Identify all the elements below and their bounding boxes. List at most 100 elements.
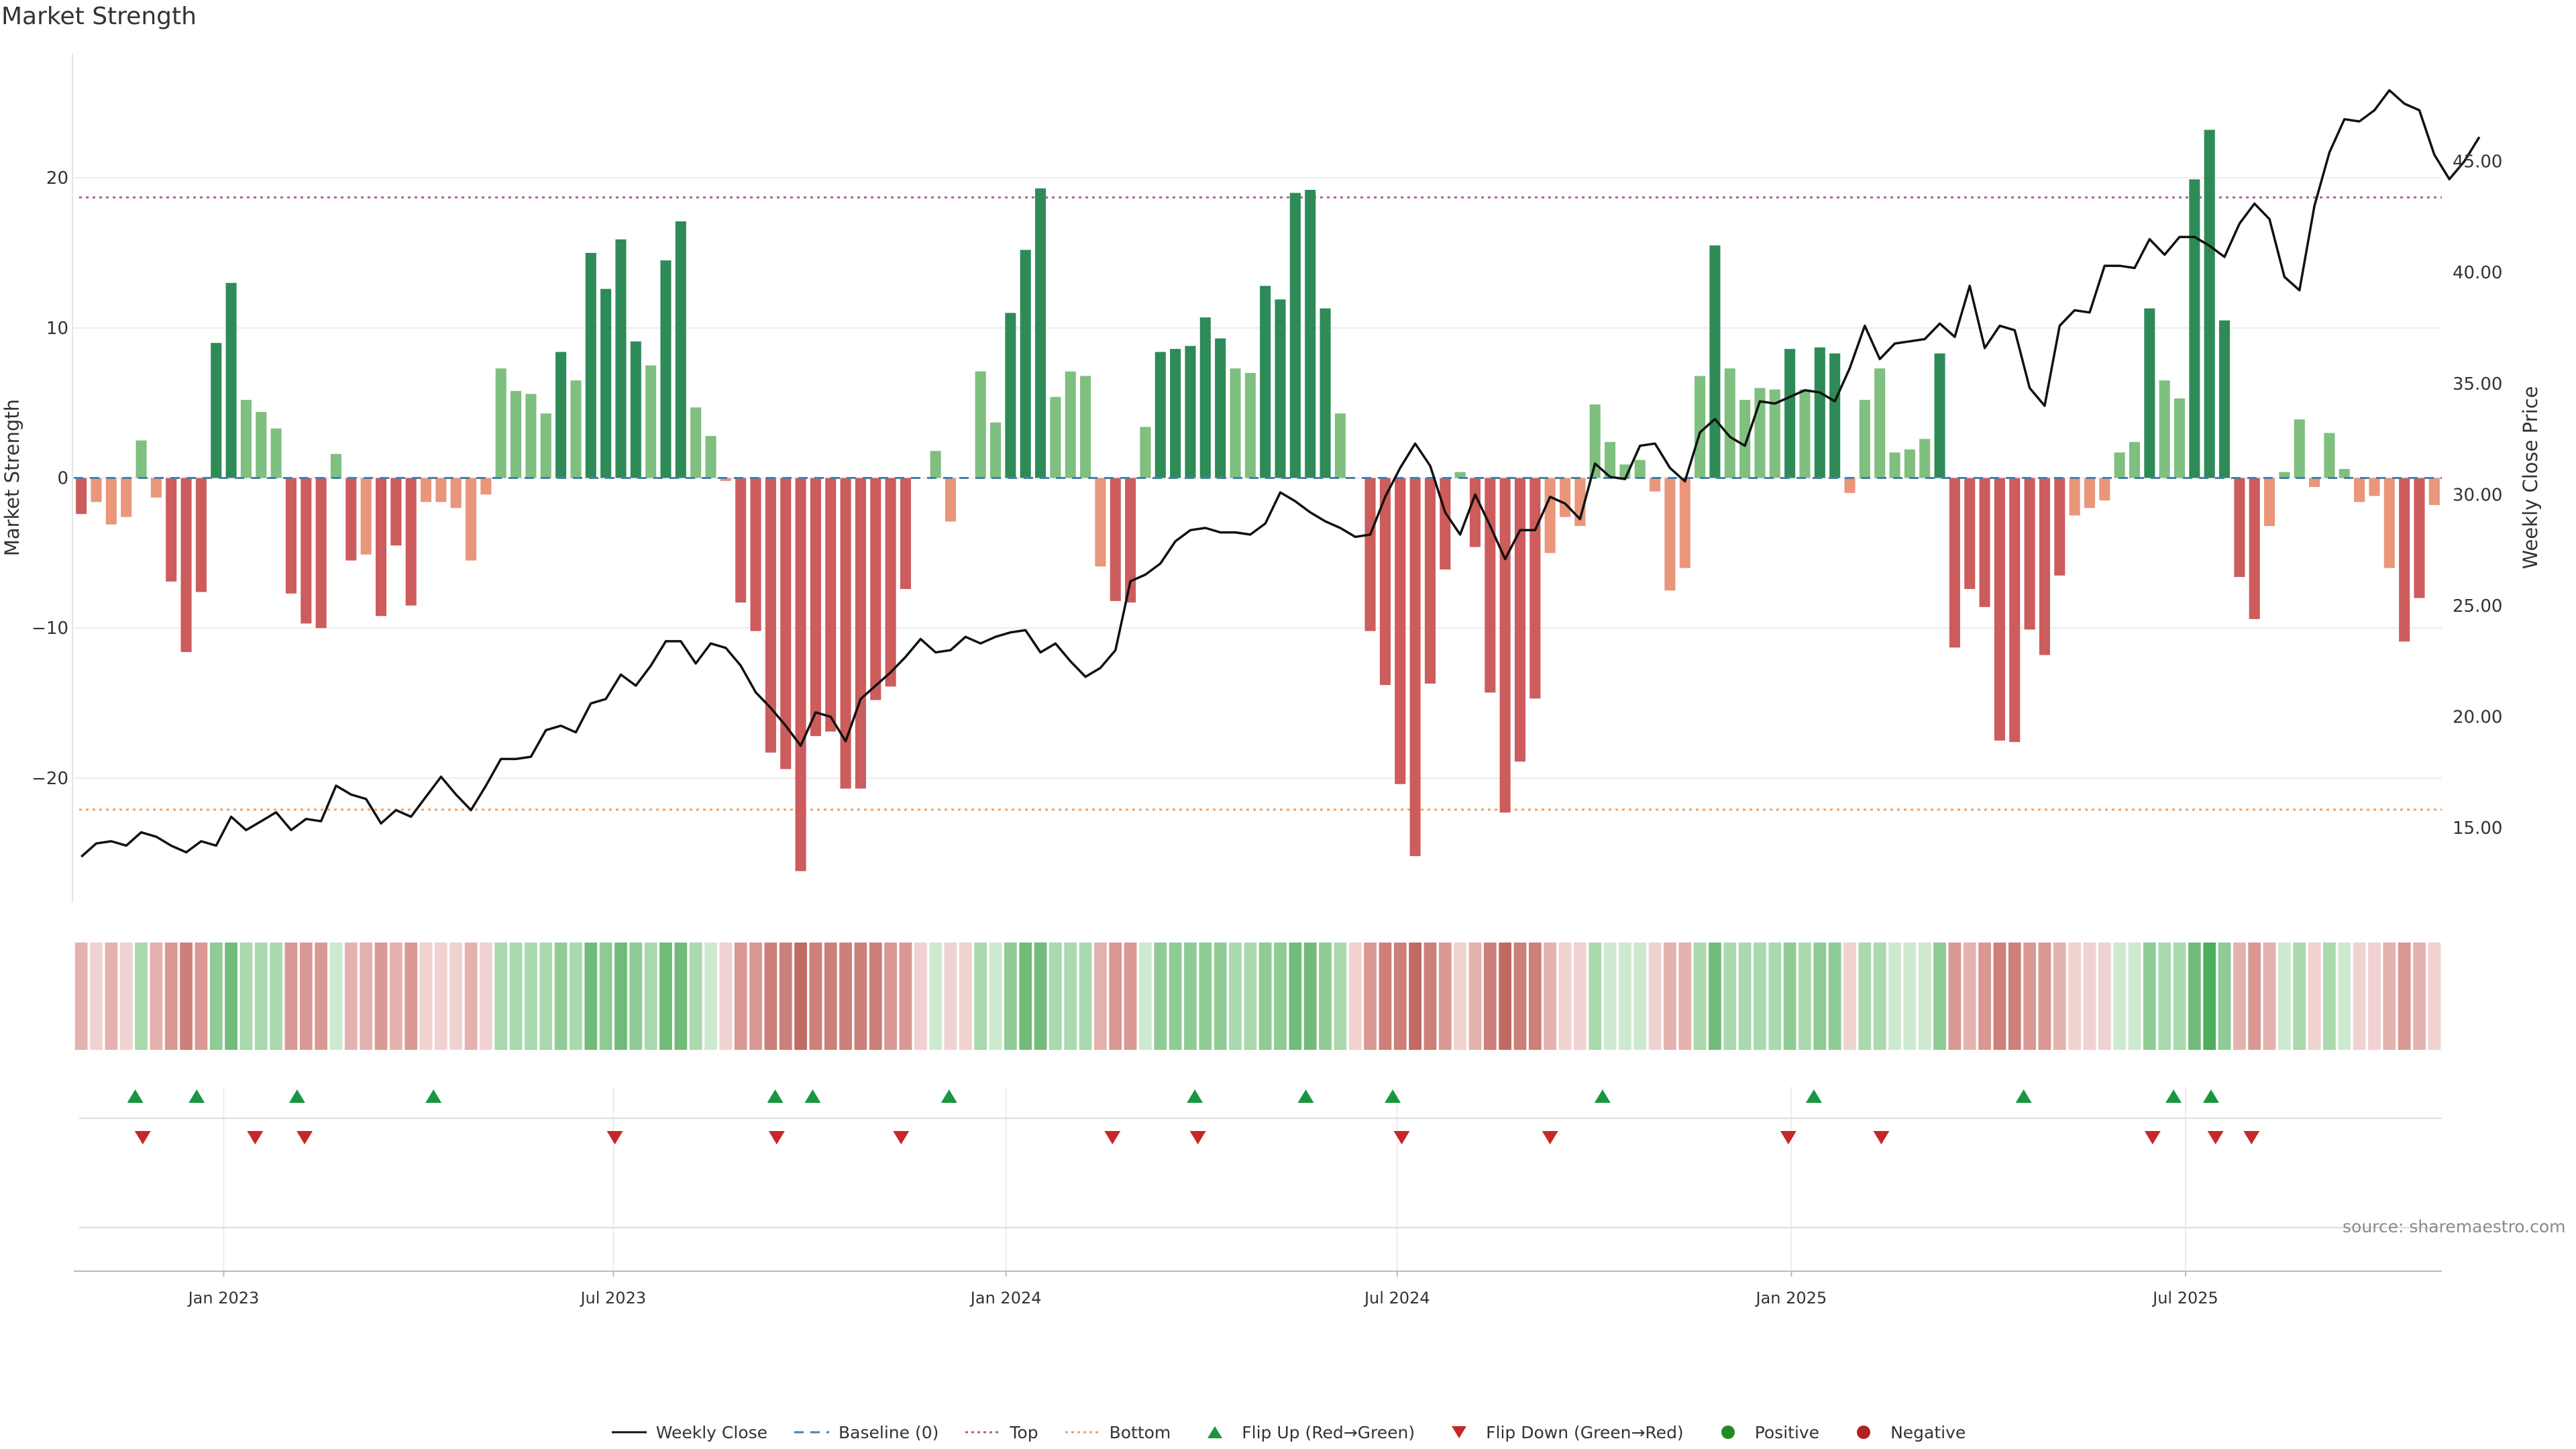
legend-marker-icon [1452,1426,1467,1438]
flip-down-marker [1104,1131,1121,1144]
strip-cell [164,943,178,1050]
strength-bar [1499,478,1511,813]
strip-cell [1558,943,1572,1050]
strength-bar [1244,372,1256,478]
strength-bar [2204,129,2215,478]
legend-label: Top [1010,1422,1038,1442]
strength-bar [930,451,941,478]
strip-cell [2233,943,2246,1050]
legend-item: Flip Up (Red→Green) [1196,1423,1415,1442]
strength-bar [2084,478,2096,508]
strength-bar [2279,472,2290,478]
strength-bar [1185,345,1196,478]
x-tick-label: Jan 2025 [1755,1289,1827,1307]
strip-cell [1873,943,1886,1050]
strip-cell [2248,943,2261,1050]
strength-bar [765,478,776,753]
flip-down-marker [1873,1131,1890,1144]
strip-cell [1289,943,1302,1050]
strip-cell [2413,943,2426,1050]
flip-up-marker [2015,1089,2032,1103]
strip-cell [854,943,867,1050]
strength-bar [1110,478,1121,601]
strip-cell [1858,943,1872,1050]
flip-down-markers [134,1131,2260,1144]
strip-cell [899,943,912,1050]
strip-cell [135,943,148,1050]
strip-cell [974,943,987,1050]
strength-bar [989,422,1002,478]
strength-bar [1440,478,1451,570]
strength-bar [330,453,342,478]
strength-bar [1889,452,1900,478]
strength-bar [1095,478,1106,567]
strength-bar [360,478,372,555]
legend-marker-icon [1208,1426,1223,1438]
strength-bar [2009,478,2021,743]
legend-marker-icon [794,1431,830,1434]
strip-cell [2098,943,2111,1050]
flip-down-marker [893,1131,910,1144]
strip-cell [2353,943,2366,1050]
strength-bar [375,478,387,616]
strength-bar [1395,478,1406,784]
strip-cell [2323,943,2336,1050]
strength-bar [900,478,912,590]
strip-cell [1454,943,1466,1050]
strip-cell [1004,943,1017,1050]
strength-bar [1454,472,1466,478]
strip-cell [1738,943,1752,1050]
strip-cell [734,943,747,1050]
strength-bar [2159,380,2170,478]
strip-cell [209,943,223,1050]
strip-cell [449,943,463,1050]
flip-up-marker [941,1089,957,1103]
strength-bar [495,368,506,478]
strength-bar [1979,478,1990,607]
strip-cell [2338,943,2351,1050]
strength-bar [256,412,267,478]
strength-bar [2428,478,2440,505]
strip-cell [644,943,657,1050]
strength-bar [405,478,417,606]
flip-down-marker [768,1131,785,1144]
strip-cell [239,943,253,1050]
strip-cell [1049,943,1062,1050]
strip-cell [1948,943,1962,1050]
strip-cell [674,943,688,1050]
strip-cell [1768,943,1782,1050]
strength-bar [1305,190,1316,478]
strength-bar [1769,389,1780,478]
strip-cell [554,943,568,1050]
strength-bar [1919,439,1931,478]
strip-cell [2083,943,2096,1050]
strip-cell [1169,943,1182,1050]
strip-cell [1513,943,1527,1050]
strip-cell [1933,943,1946,1050]
strip-cell [1214,943,1227,1050]
strength-bar [825,478,837,732]
strip-cell [329,943,343,1050]
strip-cell [719,943,733,1050]
strip-cell [1978,943,1991,1050]
strength-bar [1005,313,1016,478]
strength-bar [1844,478,1856,493]
strength-bars [76,129,2440,871]
strength-bar [1859,400,1870,478]
strength-bar [1170,349,1181,478]
strength-bar [2369,478,2380,496]
strength-bar [1215,338,1226,478]
strip-cell [1648,943,1662,1050]
flip-up-marker [1805,1089,1822,1103]
strip-cell [1393,943,1407,1050]
strip-cell [1184,943,1197,1050]
strength-bar [600,288,612,478]
strength-bar [630,341,641,478]
strip-cell [1544,943,1557,1050]
strength-bar [1529,478,1541,699]
strip-cell [1828,943,1841,1050]
strip-cell [2173,943,2186,1050]
strip-cell [150,943,163,1050]
strip-cell [1843,943,1856,1050]
strength-bar [1964,478,1976,590]
